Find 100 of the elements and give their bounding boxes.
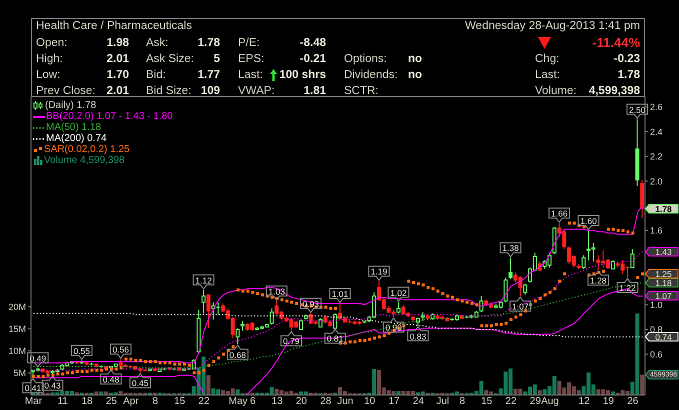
candlestick bbox=[630, 248, 634, 268]
text: Volume 4,599,398 bbox=[44, 155, 125, 166]
candlestick bbox=[333, 312, 338, 329]
text: MA(50) 1.18 bbox=[46, 122, 102, 133]
x-tick-label: 10 bbox=[364, 396, 376, 408]
legend-label: SAR(0.02,0.2) 1.25 bbox=[44, 144, 130, 155]
text: 0.41 bbox=[24, 383, 42, 394]
x-tick-label: Jun bbox=[337, 396, 354, 408]
annotation: 1.81 bbox=[304, 84, 326, 98]
x-tick-label: 18 bbox=[81, 396, 94, 408]
y2-tick-label: 10M bbox=[8, 346, 26, 356]
x-tick-label: 26 bbox=[627, 396, 639, 408]
text: 0.49 bbox=[30, 353, 46, 364]
data-label: 1.18 bbox=[655, 277, 672, 288]
x-tick-label: 25 bbox=[106, 396, 118, 408]
annotation: Volume: bbox=[535, 84, 577, 98]
y-tick-label: 2.6 bbox=[650, 102, 663, 112]
candlestick bbox=[582, 254, 586, 270]
text: Low: bbox=[36, 68, 60, 82]
x-tick-label: Aug bbox=[541, 396, 559, 408]
x-tick-label: 29 bbox=[530, 396, 542, 408]
text: 1.98 bbox=[106, 36, 129, 50]
text: High: bbox=[36, 52, 63, 66]
annotation: Prev Close: bbox=[36, 84, 96, 98]
annotation: SCTR: bbox=[344, 84, 378, 98]
candlestick bbox=[206, 294, 210, 329]
x-tick-label: 22 bbox=[505, 396, 517, 408]
text: Open: bbox=[36, 36, 68, 50]
candlestick bbox=[396, 302, 400, 314]
text: 1.03 bbox=[268, 286, 285, 297]
x-tick-label: 12 bbox=[578, 396, 590, 408]
x-tick-label: 13 bbox=[272, 396, 284, 408]
text: Ask: bbox=[146, 36, 168, 50]
x-tick-label: 15 bbox=[481, 396, 493, 408]
annotation: 109 bbox=[200, 84, 220, 98]
text: -11.44% bbox=[592, 35, 640, 50]
bar bbox=[640, 374, 644, 395]
x-tick-label: Mar bbox=[24, 396, 43, 408]
text: Options: bbox=[344, 52, 387, 66]
x-tick-label: Apr bbox=[123, 396, 140, 408]
text: 0.43 bbox=[44, 380, 61, 391]
y2-tick-label: 5M bbox=[13, 368, 26, 378]
text: 1.78 bbox=[655, 203, 672, 214]
text: Last: bbox=[238, 68, 263, 82]
y2-tick-label: 15M bbox=[8, 324, 26, 334]
x-tick-label: 8 bbox=[459, 396, 466, 408]
text: 0.45 bbox=[132, 378, 148, 388]
x-tick-label: 22 bbox=[198, 396, 210, 408]
text: -0.23 bbox=[614, 52, 640, 66]
data-label: 1.25 bbox=[655, 268, 672, 279]
text: 1.77 bbox=[198, 68, 220, 82]
text: 1.12 bbox=[195, 275, 212, 286]
text: 1.38 bbox=[502, 243, 519, 254]
annotation: Bid Size: bbox=[146, 84, 192, 98]
x-tick-label: 15 bbox=[174, 396, 186, 408]
y-tick-label: 0.6 bbox=[650, 349, 663, 360]
text: 1.02 bbox=[390, 288, 407, 298]
text: 1.66 bbox=[551, 208, 568, 219]
candlestick bbox=[240, 320, 245, 332]
candlestick bbox=[216, 302, 221, 316]
text: Last: bbox=[535, 68, 560, 82]
candlestick bbox=[479, 296, 484, 313]
y-tick-label: 1.6 bbox=[650, 226, 663, 236]
y-tick-label: 2.4 bbox=[650, 126, 663, 137]
text: 5 bbox=[214, 52, 220, 66]
data-label: 0.74 bbox=[655, 332, 672, 342]
x-tick-label: 24 bbox=[412, 396, 424, 408]
y-tick-label: 2.0 bbox=[650, 176, 663, 186]
x-tick-label: 19 bbox=[602, 396, 614, 408]
text: Dividends: bbox=[344, 68, 398, 82]
candlestick bbox=[523, 283, 528, 296]
bar bbox=[538, 390, 542, 395]
x-tick-label: Jul bbox=[436, 396, 450, 408]
text: 1.60 bbox=[580, 216, 597, 226]
candlestick bbox=[508, 257, 513, 280]
text: -8.48 bbox=[300, 36, 326, 50]
text: Bid: bbox=[146, 68, 166, 82]
text: Chg: bbox=[535, 52, 560, 66]
x-tick-label: 11 bbox=[57, 396, 68, 408]
text: 1.70 bbox=[106, 68, 129, 82]
candlestick bbox=[236, 328, 240, 345]
text: 1.01 bbox=[332, 289, 348, 299]
text: 1.28 bbox=[590, 276, 607, 286]
text: BB(20,2.0) 1.07 - 1.43 - 1.80 bbox=[46, 111, 173, 122]
candlestick bbox=[299, 319, 304, 330]
annotation: 4,599,398 bbox=[588, 84, 640, 98]
text: 2.01 bbox=[106, 52, 129, 66]
text: no bbox=[408, 68, 422, 82]
y2-tick-label: 20M bbox=[8, 302, 26, 312]
text: 1.19 bbox=[370, 266, 388, 277]
data-label: 1.43 bbox=[655, 246, 672, 257]
text: 1.78 bbox=[618, 68, 640, 82]
bar bbox=[206, 375, 210, 395]
candlestick bbox=[270, 308, 274, 326]
text: 2.50 bbox=[628, 104, 646, 115]
x-tick-label: 8 bbox=[152, 396, 158, 408]
text: -0.21 bbox=[300, 52, 326, 66]
annotation: VWAP: bbox=[238, 84, 275, 98]
text: Wednesday 28-Aug-2013 1:41 pm bbox=[465, 19, 640, 33]
x-tick-label: 6 bbox=[250, 396, 256, 408]
